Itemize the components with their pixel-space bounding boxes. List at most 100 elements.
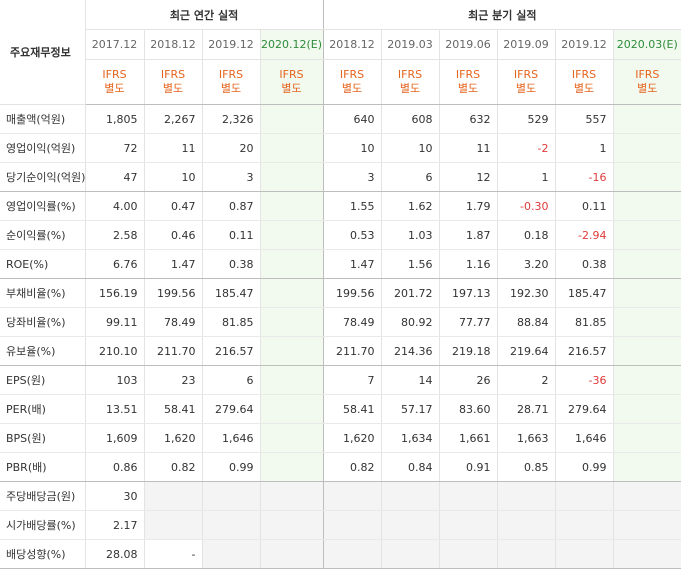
table-row: 당좌비율(%) 99.11 78.49 81.85 78.49 80.92 77.77 88.… bbox=[0, 307, 682, 337]
quarter-section-title: 최근 분기 실적 bbox=[322, 0, 682, 30]
quarter-value-cell bbox=[380, 539, 440, 569]
annual-value-cell bbox=[201, 510, 260, 540]
ifrs-standard-label: IFRS 별도 bbox=[143, 59, 202, 105]
separate-label: 별도 bbox=[341, 82, 363, 95]
quarter-value-cell bbox=[496, 510, 556, 540]
quarter-value-cell bbox=[438, 539, 498, 569]
quarter-value-cell: 78.49 bbox=[322, 307, 382, 337]
quarter-value-cell: -2 bbox=[496, 133, 556, 163]
quarter-value-cell: 0.91 bbox=[438, 452, 498, 482]
quarter-value-cell: 219.18 bbox=[438, 336, 498, 366]
annual-value-cell bbox=[259, 104, 324, 134]
annual-value-cell bbox=[259, 394, 324, 424]
separate-label: 별도 bbox=[162, 82, 184, 95]
row-header-title: 주요재무정보 bbox=[0, 0, 85, 105]
table-row: 매출액(억원) 1,805 2,267 2,326 640 608 632 529 557 bbox=[0, 104, 682, 134]
quarter-value-cell: 197.13 bbox=[438, 278, 498, 308]
period-label: 2019.03 bbox=[380, 29, 440, 60]
table-row: 당기순이익(억원) 47 10 3 3 6 12 1 -16 bbox=[0, 162, 682, 192]
row-label: 시가배당률(%) bbox=[0, 510, 85, 540]
table-row: 유보율(%) 210.10 211.70 216.57 211.70 214.36 219.… bbox=[0, 336, 682, 366]
ifrs-standard-label: IFRS 별도 bbox=[554, 59, 614, 105]
annual-value-cell: 10 bbox=[143, 162, 202, 192]
annual-value-cell bbox=[259, 423, 324, 453]
annual-value-cell: 78.49 bbox=[143, 307, 202, 337]
annual-value-cell: 199.56 bbox=[143, 278, 202, 308]
row-label: 영업이익률(%) bbox=[0, 191, 85, 221]
table-row: 시가배당률(%) 2.17 bbox=[0, 510, 682, 540]
quarter-value-cell: 28.71 bbox=[496, 394, 556, 424]
quarter-value-cell: 0.18 bbox=[496, 220, 556, 250]
quarter-value-cell: 11 bbox=[438, 133, 498, 163]
annual-value-cell: 279.64 bbox=[201, 394, 260, 424]
quarter-value-cell: 632 bbox=[438, 104, 498, 134]
quarter-value-cell: 1.56 bbox=[380, 249, 440, 279]
annual-value-cell bbox=[259, 307, 324, 337]
annual-value-cell: 2.58 bbox=[84, 220, 144, 250]
annual-value-cell: 156.19 bbox=[84, 278, 144, 308]
annual-value-cell: 2,326 bbox=[201, 104, 260, 134]
annual-value-cell bbox=[259, 278, 324, 308]
row-label: 유보율(%) bbox=[0, 336, 85, 366]
separate-label: 별도 bbox=[457, 82, 479, 95]
quarter-value-cell bbox=[612, 162, 682, 192]
quarter-value-cell: 1,634 bbox=[380, 423, 440, 453]
quarter-value-cell: 214.36 bbox=[380, 336, 440, 366]
annual-value-cell: 210.10 bbox=[84, 336, 144, 366]
row-label: BPS(원) bbox=[0, 423, 85, 453]
table-row: BPS(원) 1,609 1,620 1,646 1,620 1,634 1,661 1,66… bbox=[0, 423, 682, 453]
row-label: EPS(원) bbox=[0, 365, 85, 395]
annual-value-cell: 0.99 bbox=[201, 452, 260, 482]
annual-value-cell bbox=[259, 510, 324, 540]
table-row: 부채비율(%) 156.19 199.56 185.47 199.56 201.72 197… bbox=[0, 278, 682, 308]
annual-value-cell bbox=[259, 162, 324, 192]
annual-value-cell: 3 bbox=[201, 162, 260, 192]
annual-value-cell: 0.82 bbox=[143, 452, 202, 482]
quarter-value-cell: 81.85 bbox=[554, 307, 614, 337]
quarter-value-cell bbox=[554, 481, 614, 511]
annual-value-cell: 0.38 bbox=[201, 249, 260, 279]
quarter-value-cell: 1.47 bbox=[322, 249, 382, 279]
row-label: ROE(%) bbox=[0, 249, 85, 279]
quarter-value-cell: 201.72 bbox=[380, 278, 440, 308]
annual-value-cell: 2.17 bbox=[84, 510, 144, 540]
quarter-value-cell bbox=[438, 481, 498, 511]
row-label: PBR(배) bbox=[0, 452, 85, 482]
quarter-value-cell: 279.64 bbox=[554, 394, 614, 424]
row-label: 주당배당금(원) bbox=[0, 481, 85, 511]
table-row: 주당배당금(원) 30 bbox=[0, 481, 682, 511]
quarter-value-cell: 0.99 bbox=[554, 452, 614, 482]
table-row: 배당성향(%) 28.08- bbox=[0, 539, 682, 569]
period-label: 2019.12 bbox=[554, 29, 614, 60]
annual-value-cell: 28.08 bbox=[84, 539, 144, 569]
annual-value-cell bbox=[143, 510, 202, 540]
quarter-value-cell: 211.70 bbox=[322, 336, 382, 366]
quarter-value-cell: 1.62 bbox=[380, 191, 440, 221]
quarter-value-cell bbox=[380, 481, 440, 511]
quarter-value-cell: 640 bbox=[322, 104, 382, 134]
period-label: 2018.12 bbox=[322, 29, 382, 60]
quarter-value-cell: 557 bbox=[554, 104, 614, 134]
quarter-value-cell: 199.56 bbox=[322, 278, 382, 308]
quarter-value-cell: -2.94 bbox=[554, 220, 614, 250]
period-label: 2018.12 bbox=[143, 29, 202, 60]
annual-value-cell: 13.51 bbox=[84, 394, 144, 424]
quarter-value-cell bbox=[612, 191, 682, 221]
quarter-value-cell bbox=[322, 510, 382, 540]
annual-value-cell bbox=[259, 539, 324, 569]
quarter-value-cell: 12 bbox=[438, 162, 498, 192]
quarter-value-cell: 26 bbox=[438, 365, 498, 395]
quarter-value-cell bbox=[612, 452, 682, 482]
quarter-value-cell: 1,661 bbox=[438, 423, 498, 453]
annual-value-cell bbox=[259, 365, 324, 395]
annual-value-cell: 11 bbox=[143, 133, 202, 163]
annual-value-cell bbox=[259, 249, 324, 279]
row-label: PER(배) bbox=[0, 394, 85, 424]
table-body: 매출액(억원) 1,805 2,267 2,326 640 608 632 529 557 영업이… bbox=[0, 104, 682, 569]
row-label: 당좌비율(%) bbox=[0, 307, 85, 337]
ifrs-standard-label: IFRS 별도 bbox=[322, 59, 382, 105]
quarter-value-cell: 1 bbox=[496, 162, 556, 192]
quarter-value-cell bbox=[554, 539, 614, 569]
ifrs-standard-label: IFRS 별도 bbox=[380, 59, 440, 105]
row-label: 순이익률(%) bbox=[0, 220, 85, 250]
